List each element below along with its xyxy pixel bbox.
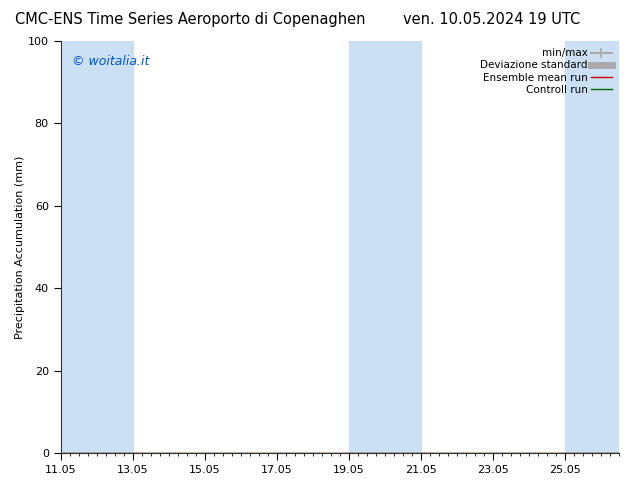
- Text: ven. 10.05.2024 19 UTC: ven. 10.05.2024 19 UTC: [403, 12, 580, 27]
- Y-axis label: Precipitation Accumulation (mm): Precipitation Accumulation (mm): [15, 155, 25, 339]
- Bar: [565, 41, 619, 453]
- Text: CMC-ENS Time Series Aeroporto di Copenaghen: CMC-ENS Time Series Aeroporto di Copenag…: [15, 12, 365, 27]
- Text: © woitalia.it: © woitalia.it: [72, 55, 149, 69]
- Legend: min/max, Deviazione standard, Ensemble mean run, Controll run: min/max, Deviazione standard, Ensemble m…: [478, 46, 614, 97]
- Bar: [61, 41, 133, 453]
- Bar: [349, 41, 421, 453]
